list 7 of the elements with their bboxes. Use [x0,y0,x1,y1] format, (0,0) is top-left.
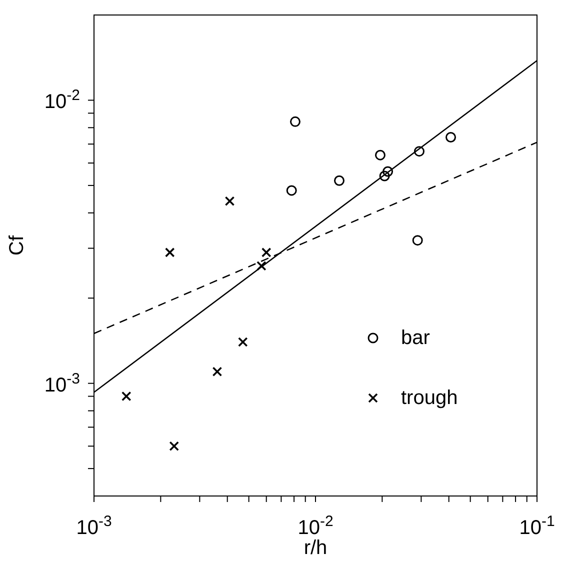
x-tick-label: 10$^{-2}$ [298,512,334,539]
x-axis-title: r/h [304,537,328,559]
x-tick-label: 10$^{-1}$ [519,512,555,539]
legend-label: bar [401,326,430,350]
x-tick-label: 10$^{-3}$ [76,512,112,539]
legend-label: trough [401,386,458,410]
y-axis-title: Cf [6,235,28,256]
